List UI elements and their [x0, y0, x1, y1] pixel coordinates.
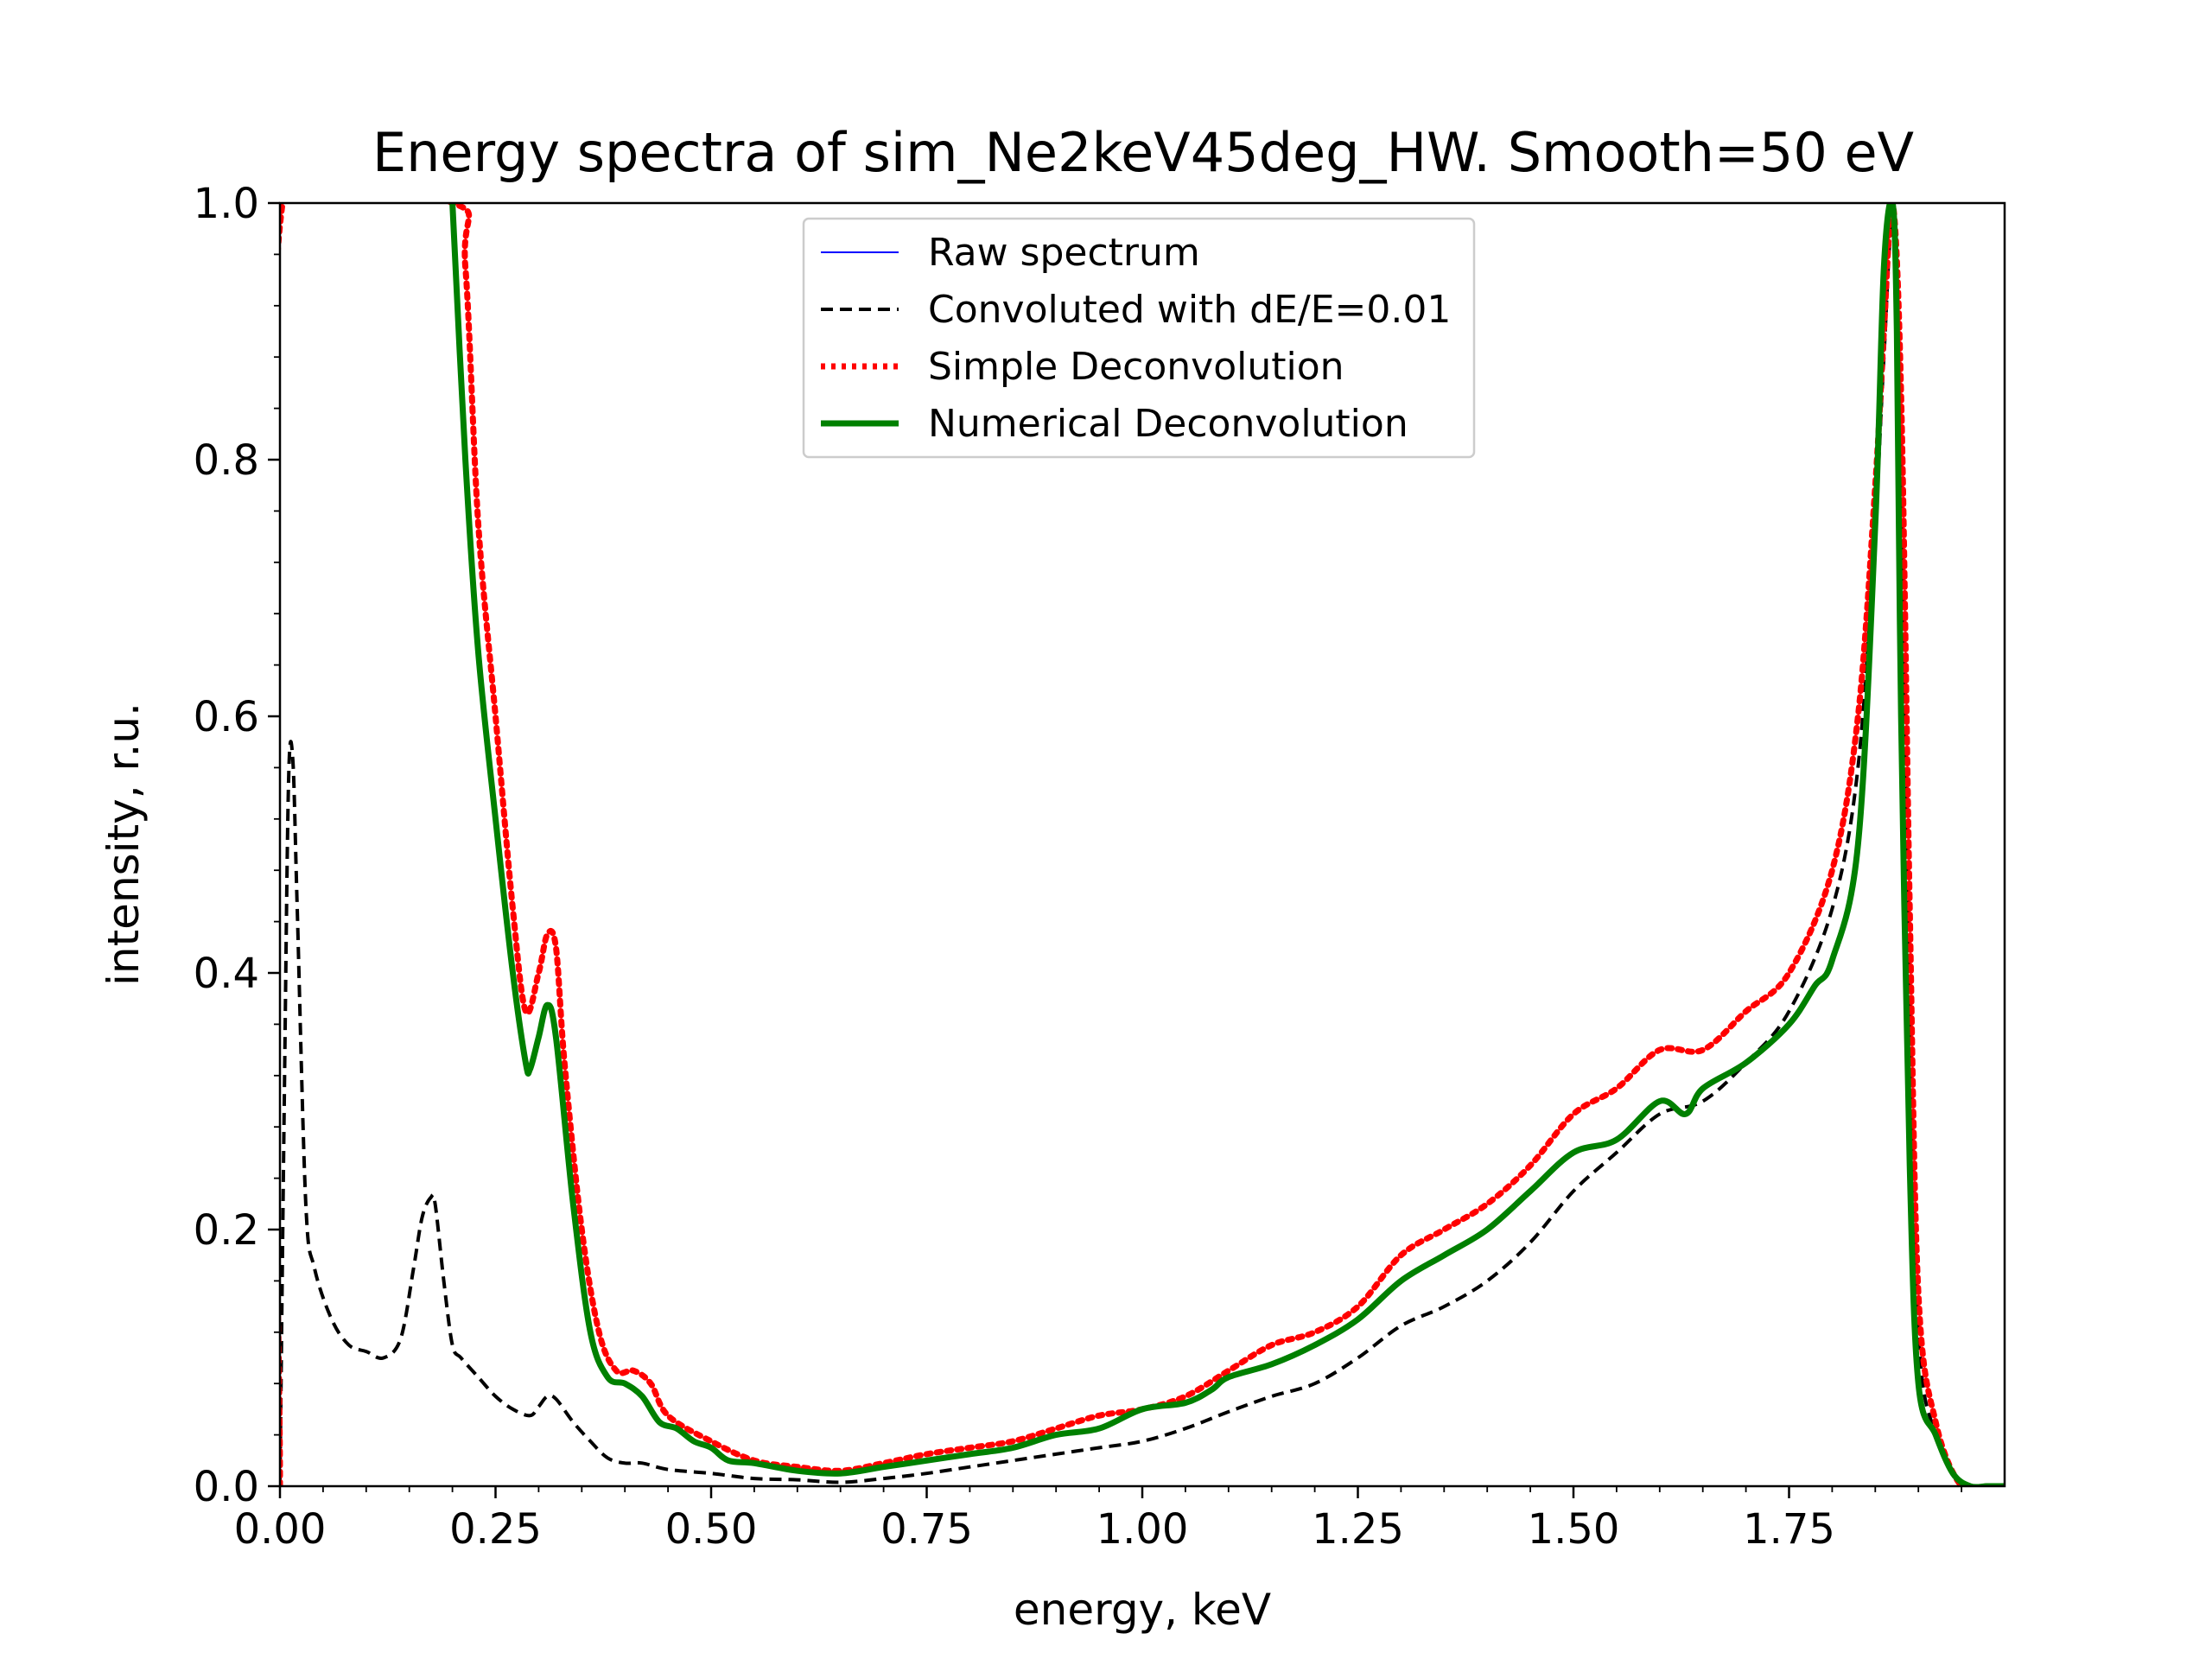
axes: 0.00 0.25 0.50 0.75 1.00 1.25 1.50 1.75 0.0 0.2 0.… [194, 180, 1963, 1554]
y-tick-label: 0.2 [194, 1206, 259, 1255]
legend-frame [802, 217, 1476, 459]
x-tick-label: 1.00 [1096, 1505, 1189, 1554]
y-axis-label: intensity, r.u. [99, 702, 149, 986]
x-tick-label: 1.50 [1528, 1505, 1620, 1554]
legend-label-numerical: Numerical Deconvolution [928, 402, 1408, 446]
legend-label-convoluted: Convoluted with dE/E=0.01 [928, 288, 1451, 332]
x-tick-label: 1.25 [1312, 1505, 1404, 1554]
legend-label-simple: Simple Deconvolution [928, 345, 1344, 389]
x-axis-label: energy, keV [1014, 1585, 1271, 1635]
legend: Raw spectrum Convoluted with dE/E=0.01 S… [802, 217, 1476, 459]
y-tick-label: 0.4 [194, 950, 259, 998]
legend-label-raw: Raw spectrum [928, 231, 1200, 275]
plot-frame [278, 201, 2006, 1488]
y-tick-label: 1.0 [194, 180, 259, 228]
x-tick-label: 0.25 [449, 1505, 542, 1554]
y-tick-label: 0.0 [194, 1463, 259, 1511]
x-tick-label: 1.75 [1743, 1505, 1835, 1554]
series-line-3 [449, 203, 2005, 1486]
x-tick-label: 0.75 [880, 1505, 973, 1554]
y-tick-label: 0.8 [194, 436, 259, 485]
y-tick-label: 0.6 [194, 693, 259, 741]
series-layer [280, 203, 2005, 1486]
x-tick-label: 0.00 [234, 1505, 327, 1554]
chart-title: Energy spectra of sim_Ne2keV45deg_HW. Sm… [372, 121, 1914, 184]
x-tick-label: 0.50 [665, 1505, 758, 1554]
